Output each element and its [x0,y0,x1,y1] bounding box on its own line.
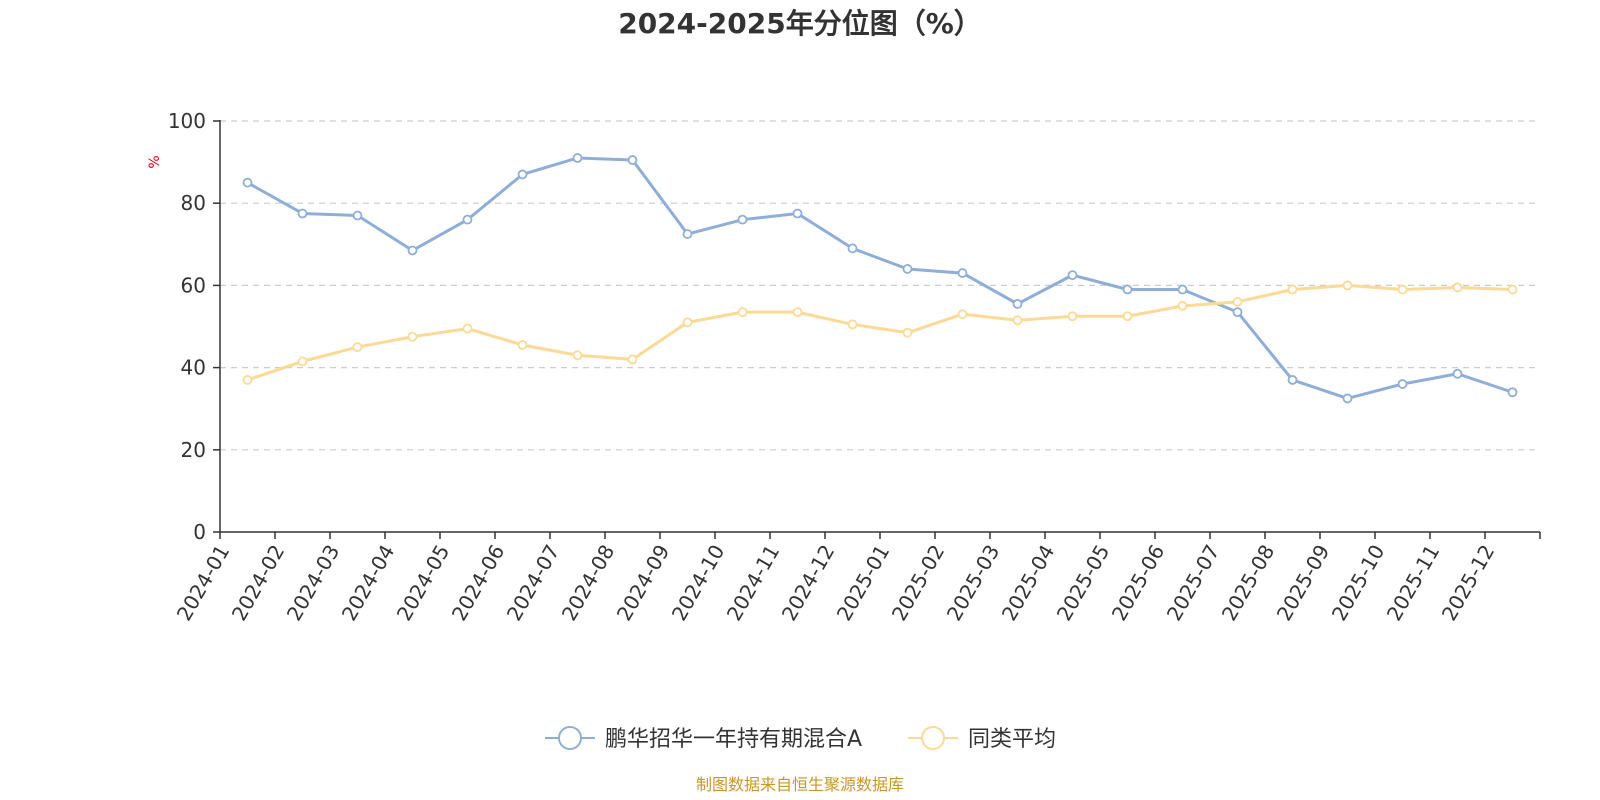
y-axis-unit-label: % [147,155,163,168]
series-layer [242,153,1518,404]
data-point [1067,311,1078,322]
series-1 [242,153,1518,404]
gridlines [220,120,1540,451]
data-point [462,214,473,225]
data-point [297,208,308,219]
x-tick-label: 2025-06 [1107,541,1170,625]
data-point [682,317,693,328]
x-tick-label: 2024-12 [777,541,840,625]
x-tick-label: 2025-07 [1162,541,1225,625]
data-point [1287,375,1298,385]
x-tick-label: 2024-04 [337,541,400,625]
x-tick-label: 2024-08 [557,541,620,625]
chart-title: 2024-2025年分位图（%） [618,7,982,40]
data-point [352,342,363,352]
legend: 鹏华招华一年持有期混合A 同类平均 [545,726,1056,752]
y-tick-label: 40 [181,356,206,380]
x-tick-label: 2024-07 [502,541,565,625]
x-tick-label: 2024-10 [667,541,730,625]
x-tick-label: 2025-02 [887,541,950,625]
data-point [1122,311,1133,322]
y-tick-label: 100 [168,109,206,133]
data-point [792,208,803,219]
series-line [246,156,1513,400]
data-point [1507,284,1518,295]
data-point [572,350,583,361]
data-point [1342,393,1353,404]
data-point [1122,284,1133,295]
data-point [957,309,968,320]
data-point [902,327,913,338]
data-point [1012,298,1023,309]
x-tick-label: 2025-03 [942,541,1005,625]
data-point [1397,379,1408,389]
x-tick-label: 2024-09 [612,541,675,625]
legend-item-1[interactable]: 鹏华招华一年持有期混合A [545,726,862,752]
x-tick-label: 2025-08 [1217,541,1280,625]
data-point [1177,301,1188,311]
x-tick-label: 2024-02 [227,541,290,625]
data-point [1232,307,1243,318]
legend-marker-icon [558,726,582,750]
x-tick-label: 2024-05 [392,541,455,625]
data-point [517,340,528,350]
data-point [1452,368,1463,379]
data-point [517,169,528,180]
x-tick-label: 2025-01 [832,541,895,625]
data-point [407,331,418,342]
data-point [737,214,748,225]
y-axis-ticks: 0 20 40 60 80 100 [168,109,220,544]
data-point [352,210,363,221]
x-tick-label: 2025-12 [1437,541,1500,625]
data-point [1397,284,1408,295]
x-tick-label: 2025-04 [997,541,1060,625]
data-point [297,356,308,367]
data-point [1287,284,1298,295]
data-point [847,243,858,254]
x-tick-label: 2025-05 [1052,541,1115,625]
legend-label: 鹏华招华一年持有期混合A [605,727,862,752]
x-tick-label: 2024-01 [172,541,235,625]
data-point [1067,270,1078,281]
y-tick-label: 0 [193,520,206,544]
data-point [1177,284,1188,295]
data-point [407,245,418,256]
x-tick-label: 2024-03 [282,541,345,625]
data-point [1232,296,1243,307]
source-note: 制图数据来自恒生聚源数据库 [696,775,904,794]
data-point [627,155,638,165]
x-tick-label: 2025-10 [1327,541,1390,625]
data-point [902,264,913,274]
x-axis-ticks: 2024-012024-022024-032024-042024-052024-… [172,532,1541,625]
x-tick-label: 2024-11 [722,541,785,625]
data-point [1452,282,1463,293]
data-point [462,323,473,334]
data-point [1507,387,1518,398]
data-point [1012,315,1023,326]
x-tick-label: 2025-11 [1382,541,1445,625]
data-point [627,354,638,365]
y-tick-label: 80 [181,191,206,215]
data-point [682,229,693,239]
data-point [242,177,253,188]
series-line [247,283,1513,382]
legend-marker-icon [921,726,945,750]
data-point [957,268,968,278]
series-2 [242,280,1518,385]
y-tick-label: 60 [181,273,206,297]
y-tick-label: 20 [181,438,206,462]
x-tick-label: 2024-06 [447,541,510,625]
legend-label: 同类平均 [968,727,1056,752]
data-point [792,307,803,318]
data-point [737,307,748,318]
data-point [242,375,253,385]
axes [219,120,1540,533]
data-point [572,153,583,163]
x-tick-label: 2025-09 [1272,541,1335,625]
data-point [1342,280,1353,291]
legend-item-2[interactable]: 同类平均 [908,726,1056,752]
data-point [847,319,858,330]
